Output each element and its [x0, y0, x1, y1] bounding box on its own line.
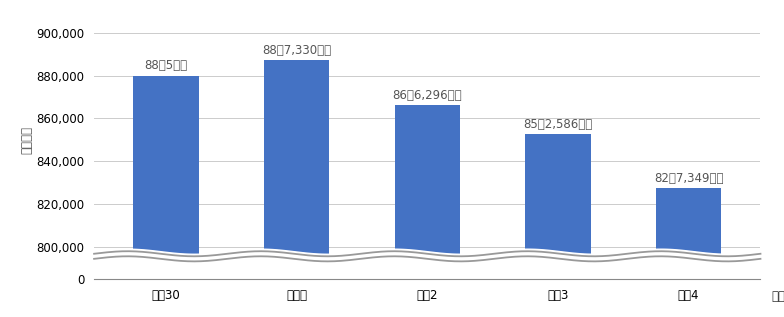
Bar: [264, 60, 329, 317]
Y-axis label: （万円）: （万円）: [20, 126, 34, 154]
Bar: [525, 134, 590, 317]
Bar: [656, 188, 721, 317]
Text: 86儆6,296万円: 86儆6,296万円: [393, 89, 462, 102]
Text: 82儆7,349万円: 82儆7,349万円: [654, 172, 724, 185]
Bar: [133, 75, 198, 317]
Text: 88儆7,330万円: 88儆7,330万円: [262, 44, 331, 57]
Text: （年度）: （年度）: [771, 290, 784, 303]
Text: 85儆2,586万円: 85儆2,586万円: [524, 118, 593, 131]
Bar: [394, 105, 460, 317]
Text: 88儆5万円: 88儆5万円: [144, 59, 187, 72]
